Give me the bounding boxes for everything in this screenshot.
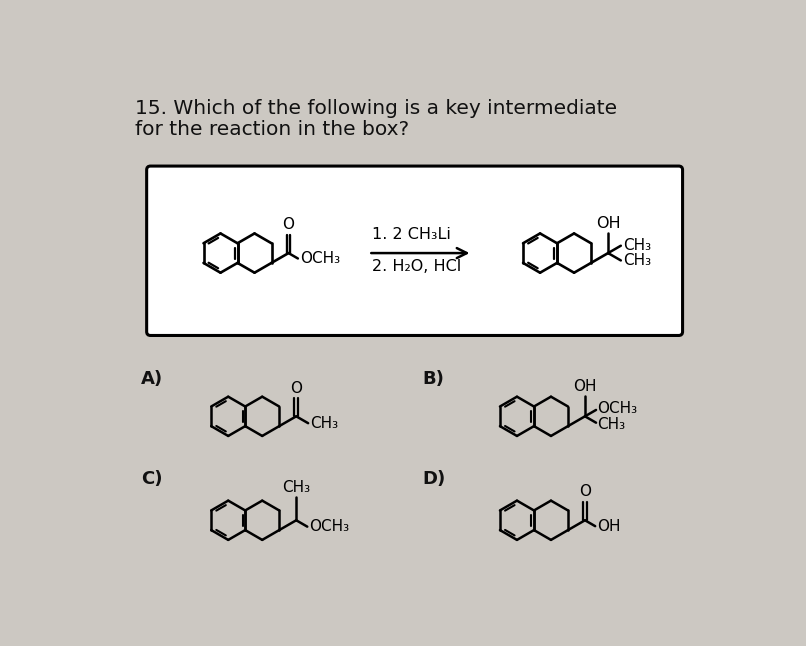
Text: CH₃: CH₃ bbox=[282, 480, 310, 495]
Text: CH₃: CH₃ bbox=[623, 253, 651, 268]
Text: OCH₃: OCH₃ bbox=[309, 519, 349, 534]
Text: B): B) bbox=[422, 370, 444, 388]
Text: O: O bbox=[579, 484, 591, 499]
Text: D): D) bbox=[422, 470, 446, 488]
Text: OH: OH bbox=[596, 519, 621, 534]
Text: OH: OH bbox=[573, 379, 596, 394]
FancyBboxPatch shape bbox=[147, 166, 683, 335]
Text: 1. 2 CH₃Li: 1. 2 CH₃Li bbox=[372, 227, 451, 242]
Text: O: O bbox=[283, 217, 294, 233]
Text: CH₃: CH₃ bbox=[623, 238, 651, 253]
Text: O: O bbox=[290, 380, 302, 395]
Text: CH₃: CH₃ bbox=[310, 415, 339, 431]
Text: OCH₃: OCH₃ bbox=[300, 251, 340, 266]
Text: 2. H₂O, HCl: 2. H₂O, HCl bbox=[372, 259, 462, 275]
Text: OCH₃: OCH₃ bbox=[597, 401, 638, 416]
Text: A): A) bbox=[141, 370, 164, 388]
Text: OH: OH bbox=[596, 216, 621, 231]
Text: C): C) bbox=[141, 470, 163, 488]
Text: CH₃: CH₃ bbox=[597, 417, 625, 432]
Text: for the reaction in the box?: for the reaction in the box? bbox=[135, 120, 409, 139]
Text: 15. Which of the following is a key intermediate: 15. Which of the following is a key inte… bbox=[135, 99, 617, 118]
